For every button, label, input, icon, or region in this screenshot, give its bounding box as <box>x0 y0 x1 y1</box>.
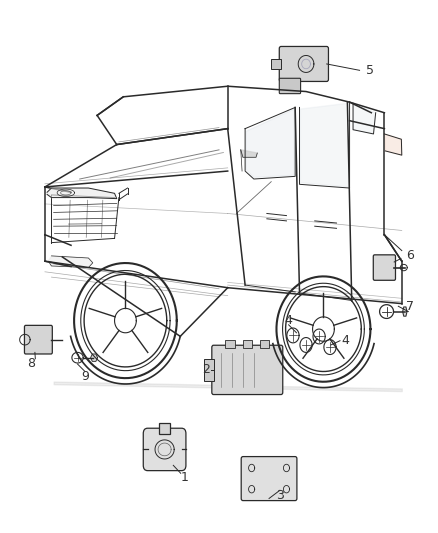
Text: 4: 4 <box>341 334 349 347</box>
Text: 7: 7 <box>406 300 414 313</box>
Polygon shape <box>246 109 294 177</box>
FancyBboxPatch shape <box>241 457 297 500</box>
Text: 6: 6 <box>406 249 414 262</box>
FancyBboxPatch shape <box>212 345 283 394</box>
Polygon shape <box>241 150 257 157</box>
FancyBboxPatch shape <box>373 255 396 280</box>
Text: 2: 2 <box>202 364 210 376</box>
Polygon shape <box>47 188 117 199</box>
FancyBboxPatch shape <box>159 423 170 434</box>
FancyBboxPatch shape <box>279 46 328 82</box>
Polygon shape <box>300 103 349 187</box>
Polygon shape <box>48 256 93 268</box>
Polygon shape <box>353 103 376 134</box>
FancyBboxPatch shape <box>25 325 52 354</box>
Text: 8: 8 <box>27 357 35 369</box>
FancyBboxPatch shape <box>279 78 300 94</box>
FancyBboxPatch shape <box>225 341 235 348</box>
Text: 4: 4 <box>285 314 293 327</box>
FancyBboxPatch shape <box>143 428 186 471</box>
Text: 1: 1 <box>181 471 189 484</box>
Text: 5: 5 <box>367 64 374 77</box>
Polygon shape <box>385 134 402 155</box>
Polygon shape <box>403 307 407 316</box>
FancyBboxPatch shape <box>260 341 269 348</box>
Polygon shape <box>91 354 98 361</box>
Text: 3: 3 <box>276 489 284 502</box>
FancyBboxPatch shape <box>205 359 214 381</box>
FancyBboxPatch shape <box>243 341 252 348</box>
Text: 9: 9 <box>81 370 89 383</box>
FancyBboxPatch shape <box>271 59 281 69</box>
